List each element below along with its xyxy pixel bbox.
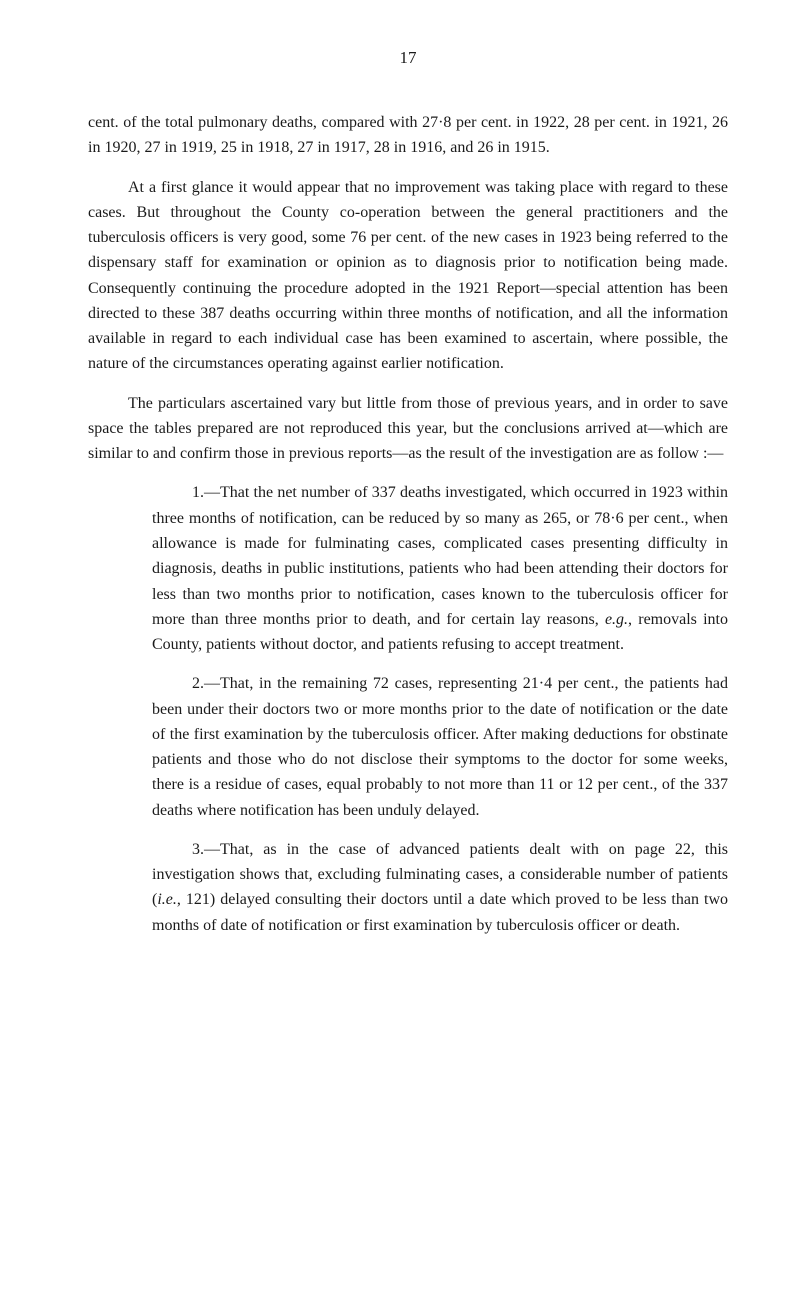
paragraph-3: The particulars ascertained vary but lit… [88, 391, 728, 467]
document-page: 17 cent. of the total pulmonary deaths, … [0, 0, 800, 1012]
paragraph-1: cent. of the total pulmonary deaths, com… [88, 110, 728, 161]
conclusion-item-1: 1.—That the net number of 337 deaths inv… [88, 480, 728, 657]
conclusion-3-text-b: , 121) delayed consulting their doctors … [152, 891, 728, 933]
conclusion-item-3: 3.—That, as in the case of advanced pati… [88, 837, 728, 938]
conclusion-1-text-a: 1.—That the net number of 337 deaths inv… [152, 484, 728, 627]
page-number: 17 [88, 48, 728, 68]
eg-label: e.g. [605, 611, 628, 628]
paragraph-2: At a first glance it would appear that n… [88, 175, 728, 377]
ie-label: i.e. [157, 891, 177, 908]
conclusion-item-2: 2.—That, in the remaining 72 cases, repr… [88, 671, 728, 823]
